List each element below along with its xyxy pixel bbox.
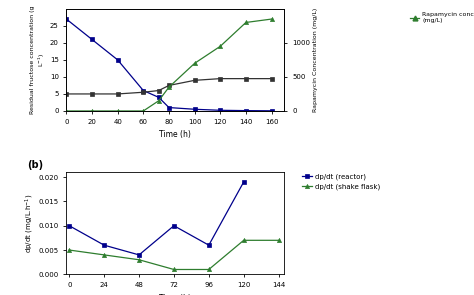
- Legend: dp/dt (reactor), dp/dt (shake flask): dp/dt (reactor), dp/dt (shake flask): [299, 171, 383, 193]
- Text: (b): (b): [27, 160, 43, 170]
- dp/dt (shake flask): [101, 253, 107, 257]
- Legend: Rapamycin concentration
(mg/L): Rapamycin concentration (mg/L): [408, 10, 474, 26]
- dp/dt (shake flask): [276, 239, 282, 242]
- Y-axis label: dp/dt (mg/L.h$^{-1}$): dp/dt (mg/L.h$^{-1}$): [23, 194, 36, 253]
- dp/dt (shake flask): [206, 268, 212, 271]
- dp/dt (reactor): [206, 243, 212, 247]
- dp/dt (reactor): [136, 253, 142, 257]
- X-axis label: Time (h): Time (h): [159, 130, 191, 139]
- dp/dt (reactor): [171, 224, 177, 227]
- Y-axis label: Residual fructose concentration (g
L$^{-1}$): Residual fructose concentration (g L$^{-…: [30, 6, 47, 114]
- dp/dt (reactor): [66, 224, 72, 227]
- Line: dp/dt (reactor): dp/dt (reactor): [67, 180, 246, 257]
- dp/dt (shake flask): [171, 268, 177, 271]
- Line: dp/dt (shake flask): dp/dt (shake flask): [67, 238, 281, 272]
- dp/dt (reactor): [101, 243, 107, 247]
- Y-axis label: Rapamycin Concentration (mg/L): Rapamycin Concentration (mg/L): [313, 8, 318, 112]
- dp/dt (shake flask): [136, 258, 142, 262]
- dp/dt (shake flask): [241, 239, 246, 242]
- dp/dt (reactor): [241, 180, 246, 184]
- dp/dt (shake flask): [66, 248, 72, 252]
- X-axis label: Time (h): Time (h): [159, 294, 191, 295]
